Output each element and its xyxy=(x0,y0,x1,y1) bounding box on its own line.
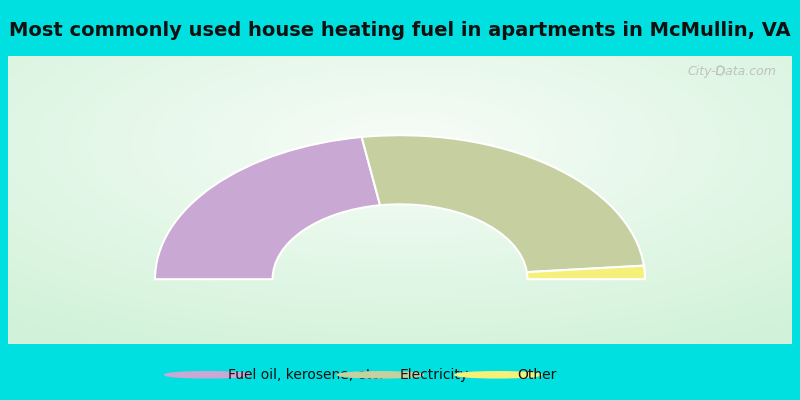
Circle shape xyxy=(338,372,423,378)
Text: Most commonly used house heating fuel in apartments in McMullin, VA: Most commonly used house heating fuel in… xyxy=(9,20,791,40)
Text: Other: Other xyxy=(518,368,557,382)
Text: Fuel oil, kerosene, etc.: Fuel oil, kerosene, etc. xyxy=(227,368,383,382)
Wedge shape xyxy=(527,266,645,279)
Text: ○: ○ xyxy=(714,65,726,78)
Circle shape xyxy=(165,372,251,378)
Text: City-Data.com: City-Data.com xyxy=(687,65,776,78)
Wedge shape xyxy=(362,135,644,272)
Wedge shape xyxy=(155,137,380,279)
Circle shape xyxy=(455,372,541,378)
Text: Electricity: Electricity xyxy=(400,368,469,382)
